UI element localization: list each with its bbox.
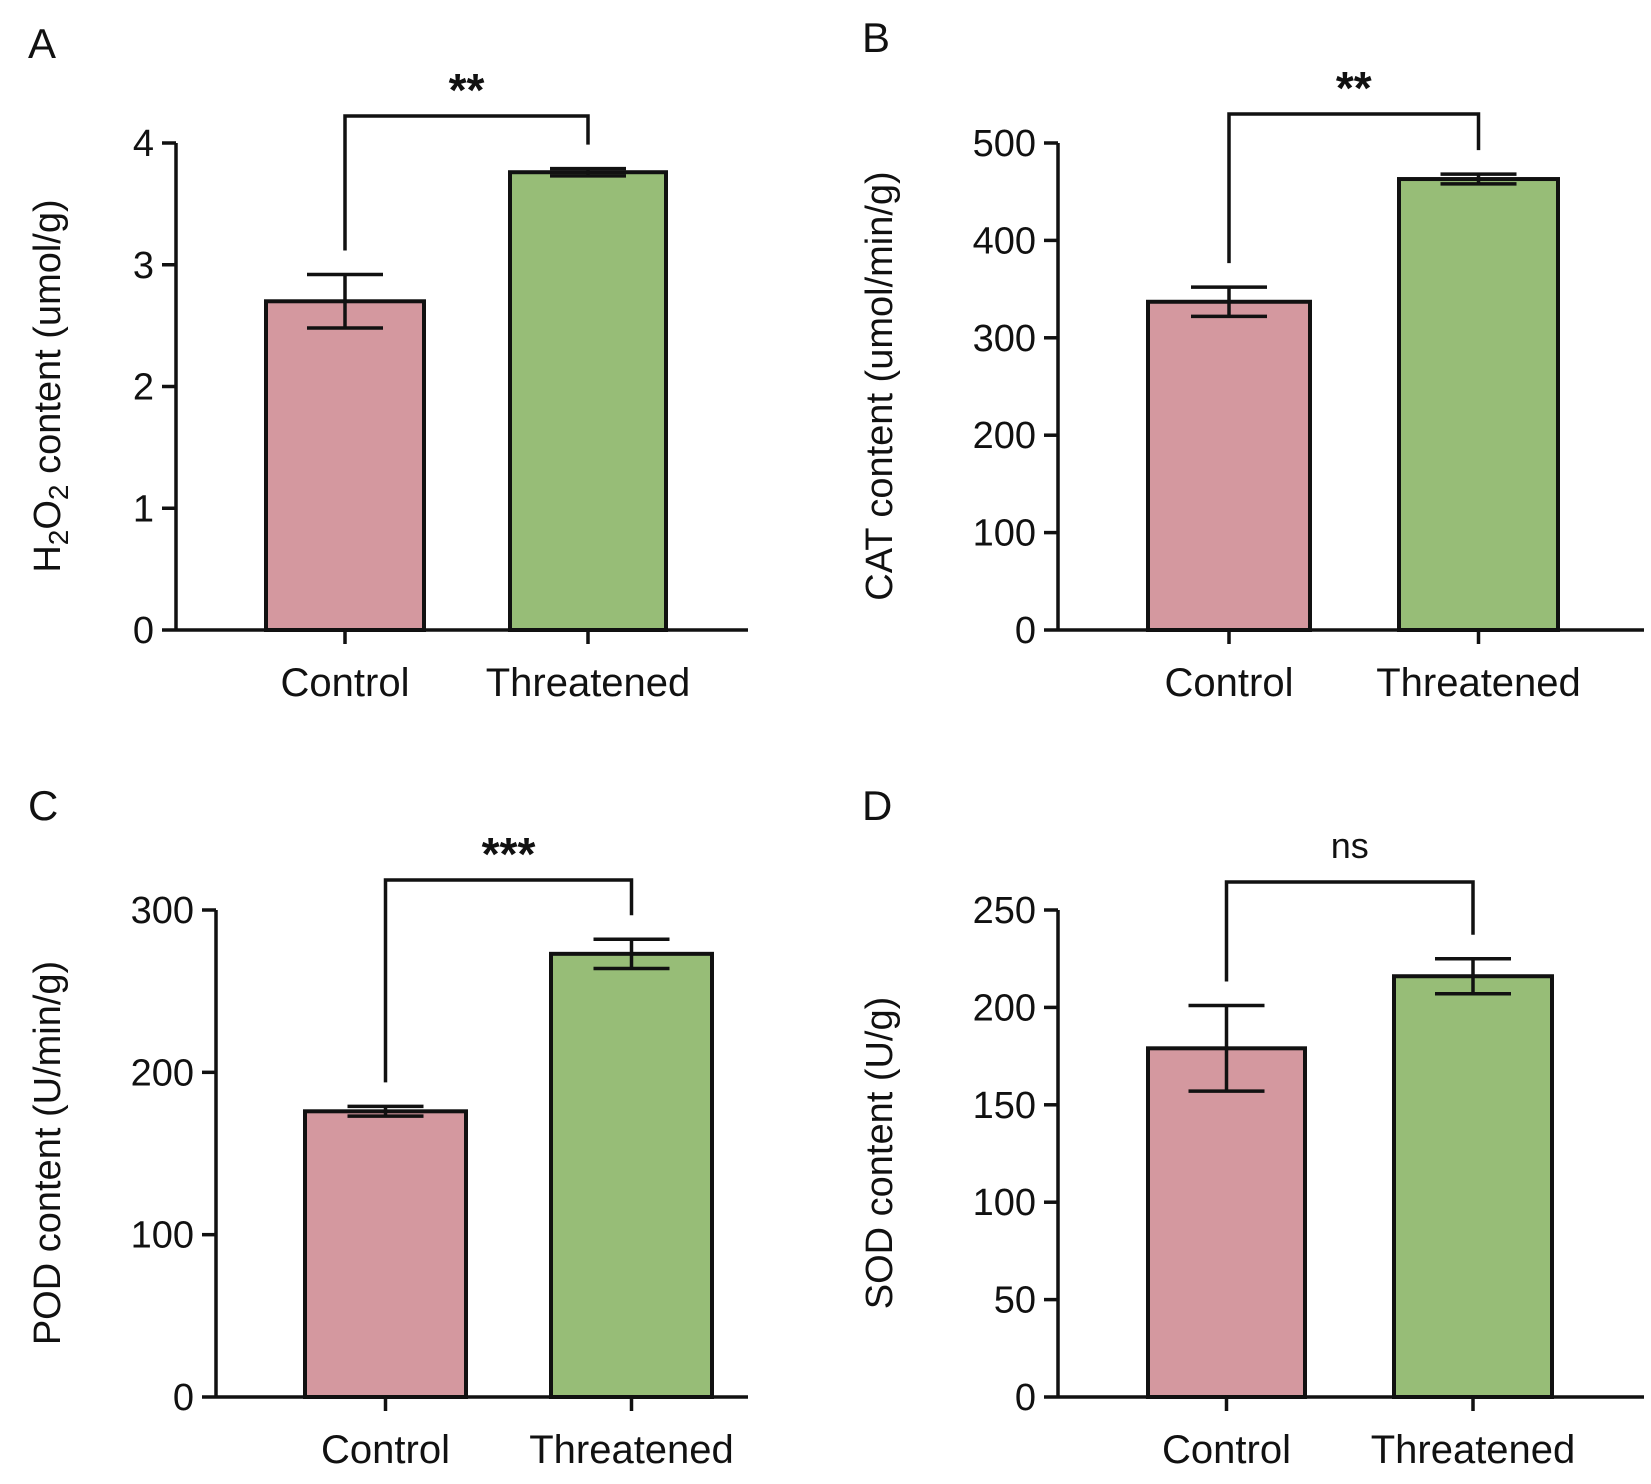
y-tick-label: 4: [133, 123, 154, 165]
bar-threatened: [508, 170, 668, 632]
significance-bracket: [1227, 112, 1481, 264]
y-axis-label-subscript: 2: [43, 530, 74, 546]
error-bar-threatened: [1440, 172, 1517, 186]
error-bar-control: [1191, 285, 1267, 319]
y-tick-label: 200: [973, 415, 1036, 457]
y-tick-label: 50: [994, 1280, 1036, 1322]
significance-bracket: [343, 114, 590, 251]
y-axis-label: CAT content (umol/min/g): [859, 171, 901, 600]
y-tick-label: 150: [973, 1085, 1036, 1127]
chart-panel-d: D 0 50 100 150 200 250 Control Threatened ns SOD c…: [859, 782, 1644, 1472]
x-tick-label-threatened: Threatened: [529, 1428, 734, 1472]
y-tick-label: 100: [973, 1182, 1036, 1224]
chart-panel-c: C 0 100 200 300 Control Threatened *** POD conte…: [27, 782, 748, 1472]
y-axis-label: SOD content (U/g): [859, 997, 901, 1310]
error-bar-threatened: [1435, 956, 1511, 996]
y-axis-label: POD content (U/min/g): [27, 961, 69, 1345]
significance-bracket: [1224, 880, 1475, 982]
y-tick-label: 0: [173, 1377, 194, 1419]
panel-letter: A: [28, 20, 56, 67]
panel-letter: D: [862, 782, 892, 829]
y-axis-label-part: POD content (U/min/g): [27, 961, 69, 1345]
bar-control: [303, 1109, 468, 1399]
panel-letter: C: [28, 782, 58, 829]
error-bar-control: [1188, 1003, 1265, 1093]
y-axis-label-part: SOD content (U/g): [859, 997, 901, 1310]
y-tick-label: 200: [973, 987, 1036, 1029]
y-axis-label-part: O: [27, 500, 69, 530]
bar-threatened: [1392, 974, 1554, 1399]
bar-threatened: [1397, 177, 1560, 632]
y-tick-label: 100: [973, 513, 1036, 555]
y-axis-label: H2O2 content (umol/g): [27, 199, 74, 572]
significance-label: **: [1336, 62, 1372, 114]
x-tick-label-threatened: Threatened: [1371, 1428, 1576, 1472]
x-tick-label-threatened: Threatened: [486, 661, 691, 705]
bar-control: [1146, 299, 1312, 632]
x-tick-label-control: Control: [1165, 661, 1294, 705]
y-axis-label-part: content (umol/g): [27, 199, 69, 484]
x-tick-label-control: Control: [1162, 1428, 1291, 1472]
y-axis-label-part: CAT content (umol/min/g): [859, 171, 901, 600]
bar-threatened: [549, 951, 714, 1400]
significance-bracket: [383, 878, 634, 1083]
y-tick-label: 0: [1015, 1377, 1036, 1419]
chart-panel-b: B 0 100 200 300 400 500 Control Threatened ** CAT …: [859, 14, 1644, 705]
y-tick-label: 250: [973, 890, 1036, 932]
y-axis-label-part: H: [27, 545, 69, 572]
y-tick-label: 1: [133, 488, 154, 530]
x-tick-label-control: Control: [321, 1428, 450, 1472]
significance-label: ***: [482, 828, 536, 880]
y-tick-label: 300: [131, 890, 194, 932]
significance-label: **: [449, 64, 485, 116]
y-axis-label-subscript: 2: [43, 484, 74, 500]
y-tick-label: 200: [131, 1052, 194, 1094]
x-tick-label-control: Control: [281, 661, 410, 705]
x-tick-label-threatened: Threatened: [1376, 661, 1581, 705]
error-bar-threatened: [593, 937, 670, 971]
y-tick-label: 0: [1015, 610, 1036, 652]
y-tick-label: 300: [973, 318, 1036, 360]
error-bar-control: [307, 272, 383, 330]
error-bar-threatened: [550, 166, 626, 178]
y-tick-label: 100: [131, 1215, 194, 1257]
y-tick-label: 400: [973, 220, 1036, 262]
y-tick-label: 3: [133, 245, 154, 287]
significance-label: ns: [1331, 825, 1369, 866]
bar-control: [264, 299, 426, 632]
y-tick-label: 2: [133, 367, 154, 409]
y-tick-label: 0: [133, 610, 154, 652]
bar-control: [1146, 1046, 1307, 1399]
error-bar-control: [347, 1104, 424, 1118]
panel-letter: B: [862, 14, 890, 61]
y-tick-label: 500: [973, 123, 1036, 165]
